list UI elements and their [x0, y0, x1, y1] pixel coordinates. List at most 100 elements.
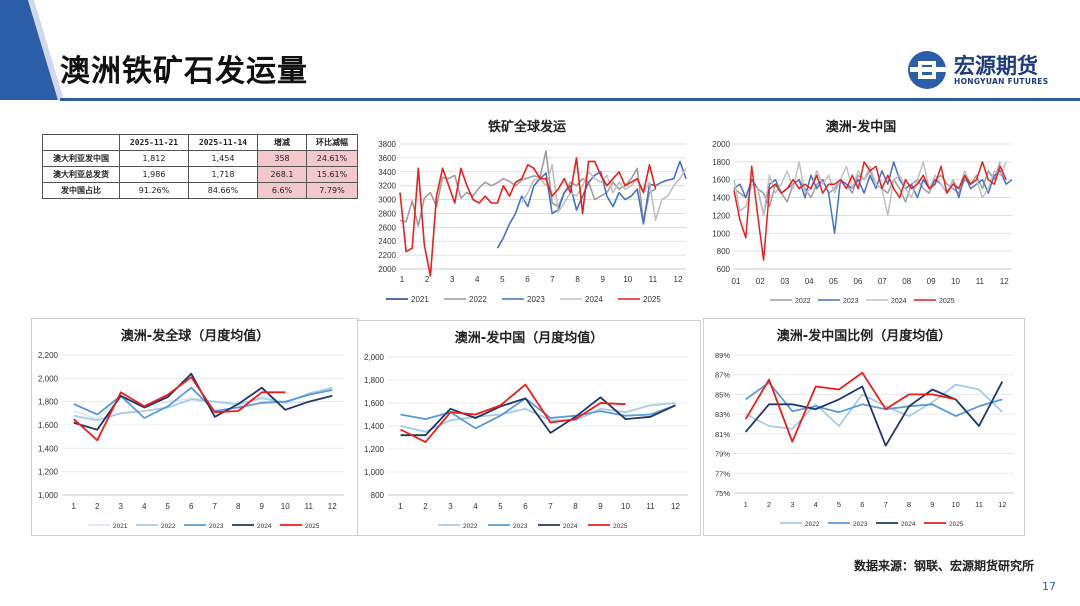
x-tick-label: 2: [767, 500, 771, 509]
table-cell: 1,986: [119, 166, 189, 183]
table-cell: 358: [257, 150, 307, 167]
y-tick-label: 75%: [715, 489, 730, 498]
table-cell: 1,718: [188, 166, 258, 183]
legend-label: 2024: [585, 295, 603, 304]
x-tick-label: 09: [927, 277, 936, 286]
x-tick-label: 1: [744, 500, 748, 509]
x-tick-label: 8: [236, 502, 241, 511]
table-row-label: 澳大利亚总发货: [42, 166, 120, 183]
y-tick-label: 800: [717, 247, 731, 256]
y-tick-label: 1,600: [364, 399, 385, 408]
x-tick-label: 2: [425, 275, 430, 284]
x-tick-label: 3: [448, 502, 453, 511]
table-cell: 84.66%: [188, 182, 258, 199]
chart-title: 澳洲-发全球（月度均值）: [120, 329, 270, 344]
x-tick-label: 4: [473, 502, 478, 511]
chart-title: 澳洲-发中国: [825, 120, 897, 135]
x-tick-label: 1: [400, 275, 405, 284]
x-tick-label: 12: [998, 500, 1006, 509]
table-cell: 6.6%: [257, 182, 307, 199]
x-tick-label: 1: [72, 502, 77, 511]
x-tick-label: 5: [500, 275, 505, 284]
legend-label: 2023: [513, 523, 528, 530]
legend-label: 2022: [463, 523, 478, 530]
legend-label: 2022: [161, 523, 176, 530]
table-cell: 91.26%: [119, 182, 189, 199]
y-tick-label: 1000: [712, 229, 730, 238]
data-source: 数据来源：钢联、宏源期货研究所: [854, 559, 1035, 573]
series-line-2024: [521, 164, 687, 222]
table-header-row: 2025-11-21 2025-11-14 增减 环比减幅: [42, 134, 358, 151]
series-line-2022: [399, 150, 656, 227]
x-tick-label: 1: [398, 502, 403, 511]
x-tick-label: 5: [498, 502, 503, 511]
y-tick-label: 1,400: [38, 444, 59, 453]
x-tick-label: 6: [525, 275, 530, 284]
table-cell: 24.61%: [306, 150, 358, 167]
y-tick-label: 1,600: [38, 421, 59, 430]
x-tick-label: 5: [837, 500, 841, 509]
x-tick-label: 10: [623, 275, 632, 284]
chart-title: 澳洲-发中国比例（月度均值）: [776, 329, 952, 344]
title-underline: [60, 98, 1080, 101]
logo-mark-icon: [908, 51, 948, 89]
y-tick-label: 1,200: [38, 468, 59, 477]
legend-label: 2021: [411, 295, 429, 304]
x-tick-label: 7: [548, 502, 553, 511]
y-tick-label: 2200: [378, 251, 396, 260]
legend-label: 2023: [527, 295, 545, 304]
x-tick-label: 4: [814, 500, 818, 509]
x-tick-label: 6: [523, 502, 528, 511]
legend-label: 2022: [795, 298, 811, 305]
x-tick-label: 9: [600, 275, 605, 284]
y-tick-label: 85%: [715, 390, 730, 399]
x-tick-label: 03: [780, 277, 789, 286]
y-tick-label: 1200: [712, 211, 730, 220]
page-title: 澳洲铁矿石发运量: [60, 54, 308, 89]
y-tick-label: 1,000: [38, 491, 59, 500]
x-tick-label: 3: [119, 502, 124, 511]
y-tick-label: 3000: [378, 196, 396, 205]
series-line-2023: [745, 381, 1003, 417]
chart-monthly-global: 澳洲-发全球（月度均值） 1,000 1,200 1,400 1,600 1,800 2,…: [31, 318, 359, 536]
x-tick-label: 3: [450, 275, 455, 284]
y-tick-label: 1400: [712, 194, 730, 203]
y-tick-label: 2600: [378, 223, 396, 232]
table-header-cell: 增减: [257, 134, 307, 151]
x-tick-label: 4: [142, 502, 147, 511]
x-tick-label: 8: [575, 275, 580, 284]
legend-label: 2024: [563, 523, 578, 530]
y-tick-label: 87%: [715, 371, 730, 380]
x-tick-label: 11: [649, 275, 658, 284]
table-row: 发中国占比 91.26% 84.66% 6.6% 7.79%: [42, 182, 358, 199]
chart-china-shipments: 澳洲-发中国 600 800 1000 1200 1400 1600 1800 2000 01 0…: [700, 112, 1022, 312]
x-tick-label: 12: [674, 275, 683, 284]
x-tick-label: 12: [1000, 277, 1009, 286]
logo-name: 宏源期货: [954, 54, 1038, 78]
table-header-cell: [42, 134, 120, 151]
y-tick-label: 2,200: [38, 351, 59, 360]
chart-monthly-china: 澳洲-发中国（月度均值） 800 1,000 1,200 1,400 1,600 1,80…: [357, 320, 701, 536]
y-tick-label: 1600: [712, 176, 730, 185]
chart-monthly-ratio: 澳洲-发中国比例（月度均值） 75% 77% 79% 81% 83% 85% 87% 89% 1…: [703, 318, 1025, 536]
table-cell: 1,812: [119, 150, 189, 167]
series-line-2022: [745, 383, 1003, 430]
chart-global-shipments: 铁矿全球发运 2000 2200 2400 2600 2800 3000 3200 3400 3…: [362, 112, 692, 312]
y-tick-label: 2000: [712, 140, 730, 149]
x-tick-label: 11: [975, 500, 983, 509]
y-tick-label: 1,400: [364, 422, 385, 431]
x-tick-label: 08: [902, 277, 911, 286]
y-tick-label: 2800: [378, 209, 396, 218]
chart-title: 澳洲-发中国（月度均值）: [454, 331, 604, 346]
table-cell: 15.61%: [306, 166, 358, 183]
table-header-cell: 环比减幅: [306, 134, 358, 151]
x-tick-label: 10: [621, 502, 630, 511]
legend-label: 2024: [257, 523, 272, 530]
table-row-label: 澳大利亚发中国: [42, 150, 120, 167]
legend-label: 2021: [113, 523, 128, 530]
corner-decoration: [0, 0, 64, 100]
series-line-2024: [400, 396, 676, 437]
x-tick-label: 9: [260, 502, 265, 511]
